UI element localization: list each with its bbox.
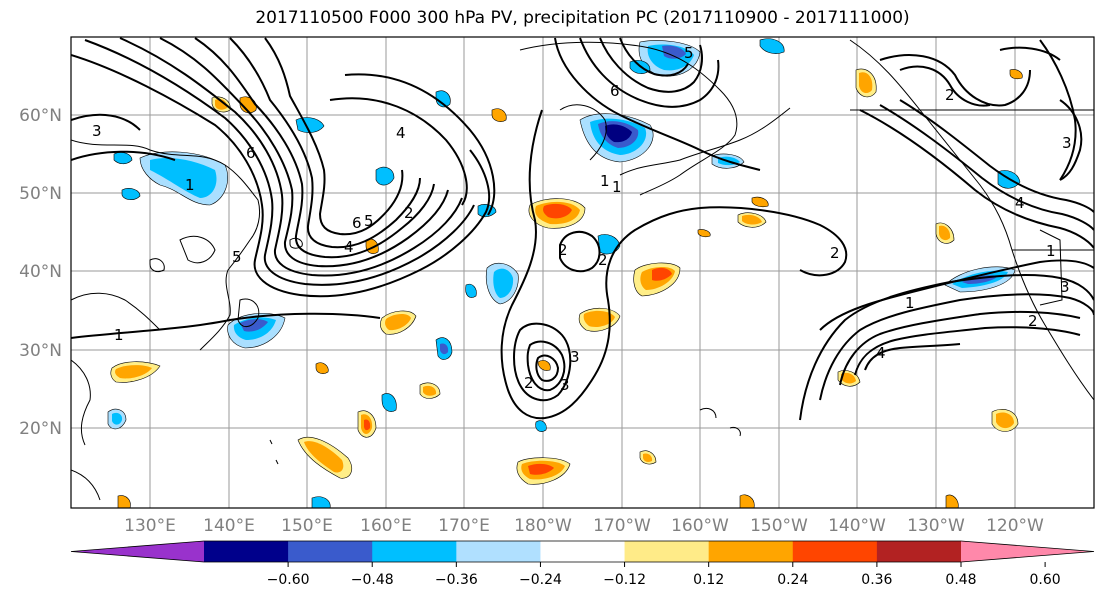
colorbar-segment	[372, 541, 457, 562]
lat-label: 60°N	[19, 106, 62, 126]
colorbar-tick-label: −0.36	[435, 572, 478, 588]
svg-text:6: 6	[610, 82, 620, 100]
precip-negative-regions	[107, 38, 1021, 508]
colorbar-segment	[540, 541, 626, 562]
svg-text:2: 2	[830, 244, 840, 262]
colorbar-tick-label: 0.12	[693, 572, 724, 588]
colorbar-segment	[456, 541, 541, 562]
colorbar-tick-label: 0.48	[945, 572, 976, 588]
lon-label: 130°W	[907, 516, 965, 536]
svg-text:6: 6	[352, 214, 362, 232]
colorbar-segment	[204, 541, 289, 562]
colorbar-tick-label: 0.24	[777, 572, 808, 588]
colorbar-extend-high	[961, 541, 1094, 562]
lon-label: 150°W	[750, 516, 808, 536]
colorbar	[70, 540, 1095, 563]
svg-text:1: 1	[185, 176, 195, 194]
svg-text:3: 3	[1062, 134, 1072, 152]
lat-label: 20°N	[19, 419, 62, 439]
svg-text:2: 2	[404, 204, 414, 222]
colorbar-segment	[792, 541, 878, 562]
svg-text:2: 2	[598, 251, 608, 269]
svg-text:1: 1	[612, 178, 622, 196]
svg-text:1: 1	[114, 326, 124, 344]
svg-text:5: 5	[232, 248, 242, 266]
colorbar-outline	[70, 540, 1095, 563]
svg-text:3: 3	[560, 376, 570, 394]
svg-text:2: 2	[558, 241, 568, 259]
lon-label: 140°E	[203, 516, 255, 536]
svg-text:1: 1	[905, 294, 915, 312]
svg-text:4: 4	[1015, 194, 1025, 212]
lon-label: 130°E	[124, 516, 176, 536]
svg-text:4: 4	[396, 124, 406, 142]
lon-label: 160°E	[360, 516, 412, 536]
pv-contour-labels: 3 1 6 5 4 2 1 6 5 4 3 2 3 2 2 1 2 6 5 4 …	[92, 44, 1072, 394]
svg-text:2: 2	[1028, 312, 1038, 330]
svg-text:3: 3	[92, 122, 102, 140]
map-title: 2017110500 F000 300 hPa PV, precipitatio…	[255, 8, 910, 28]
svg-text:4: 4	[876, 344, 886, 362]
svg-text:3: 3	[570, 348, 580, 366]
latitude-labels: 60°N 50°N 40°N 30°N 20°N	[19, 106, 62, 439]
svg-text:5: 5	[364, 212, 374, 230]
colorbar-segment	[288, 541, 373, 562]
map-frame	[70, 36, 1095, 509]
svg-text:4: 4	[344, 238, 354, 256]
colorbar-segment	[624, 541, 710, 562]
pv-contours	[71, 37, 1094, 421]
lon-label: 160°W	[671, 516, 729, 536]
svg-text:1: 1	[1046, 242, 1056, 260]
colorbar-segment	[708, 541, 794, 562]
colorbar-tick-label: −0.12	[603, 572, 646, 588]
svg-text:2: 2	[945, 86, 955, 104]
lat-label: 40°N	[19, 262, 62, 282]
svg-text:1: 1	[600, 172, 610, 190]
longitude-labels: 130°E 140°E 150°E 160°E 170°E 180°W 170°…	[124, 516, 1044, 536]
precip-positive-regions	[110, 68, 1023, 508]
colorbar-ticks: −0.60 −0.48 −0.36 −0.24 −0.12 0.12 0.24 0.36 0.4…	[267, 562, 1061, 588]
lon-label: 120°W	[986, 516, 1044, 536]
colorbar-extend-low	[71, 541, 204, 562]
colorbar-tick-label: −0.24	[519, 572, 562, 588]
lon-label: 170°E	[438, 516, 490, 536]
colorbar-tick-label: −0.48	[351, 572, 394, 588]
lon-label: 180°W	[514, 516, 572, 536]
colorbar-tick-label: −0.60	[267, 572, 310, 588]
colorbar-tick-label: 0.60	[1030, 572, 1061, 588]
svg-text:2: 2	[524, 374, 534, 392]
coastlines	[71, 39, 1094, 501]
svg-text:5: 5	[684, 44, 694, 62]
svg-text:6: 6	[246, 144, 256, 162]
svg-text:3: 3	[1060, 278, 1070, 296]
lon-label: 170°W	[593, 516, 651, 536]
lat-label: 30°N	[19, 341, 62, 361]
lon-label: 140°W	[828, 516, 886, 536]
lat-label: 50°N	[19, 184, 62, 204]
colorbar-tick-label: 0.36	[861, 572, 892, 588]
lon-label: 150°E	[281, 516, 333, 536]
colorbar-segment	[876, 541, 962, 562]
